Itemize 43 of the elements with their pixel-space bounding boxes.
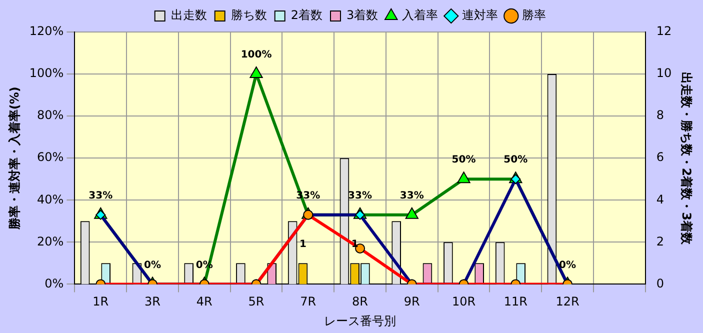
data-label: 50%	[452, 154, 476, 166]
data-label: 33%	[400, 190, 424, 202]
y-tick-label: 40%	[37, 192, 64, 206]
data-label: 100%	[240, 50, 272, 61]
x-tick-label: 12R	[556, 294, 580, 309]
x-axis-title: レース番号別	[324, 314, 396, 328]
y-tick-label: 120%	[29, 24, 64, 38]
legend-label: 入着率	[402, 8, 438, 22]
data-label: 33%	[88, 190, 113, 202]
y2-tick-label: 12	[656, 24, 672, 38]
data-label: 1	[299, 238, 306, 250]
y-axis-title: 勝率・連対率・入着率(%)	[7, 86, 22, 231]
y2-tick-label: 4	[656, 192, 664, 206]
data-label: 0%	[559, 260, 576, 271]
y2-axis-title: 出走数・勝ち数・2着数・3着数	[680, 72, 694, 246]
x-tick-label: 11R	[504, 294, 528, 309]
x-tick-label: 10R	[452, 294, 476, 309]
y2-tick-label: 6	[656, 150, 664, 164]
y-tick-label: 80%	[37, 108, 64, 122]
y2-tick-label: 10	[656, 66, 672, 80]
x-tick-label: 1R	[92, 294, 109, 309]
legend-label: 3着数	[346, 8, 378, 22]
y2-tick-label: 0	[656, 276, 664, 290]
y-tick-label: 60%	[37, 150, 64, 164]
legend-label: 2着数	[290, 8, 323, 22]
y2-tick-label: 8	[656, 108, 664, 122]
data-label: 33%	[348, 190, 372, 202]
data-label: 0%	[144, 260, 162, 271]
legend-label: 出走数	[170, 8, 207, 22]
legend-label: 勝ち数	[230, 8, 267, 22]
y2-tick-label: 2	[656, 234, 664, 248]
x-tick-label: 3R	[144, 294, 161, 309]
x-tick-label: 8R	[352, 294, 368, 309]
x-tick-label: 9R	[404, 294, 420, 309]
data-label: 50%	[504, 154, 528, 166]
x-tick-label: 5R	[248, 294, 264, 309]
legend-label: 連対率	[462, 8, 498, 22]
x-tick-label: 7R	[300, 294, 316, 309]
y-tick-label: 100%	[29, 66, 64, 80]
y-tick-label: 0%	[44, 276, 64, 290]
legend-label: 勝率	[522, 8, 546, 22]
y-tick-label: 20%	[37, 234, 64, 248]
x-tick-label: 4R	[196, 294, 212, 309]
